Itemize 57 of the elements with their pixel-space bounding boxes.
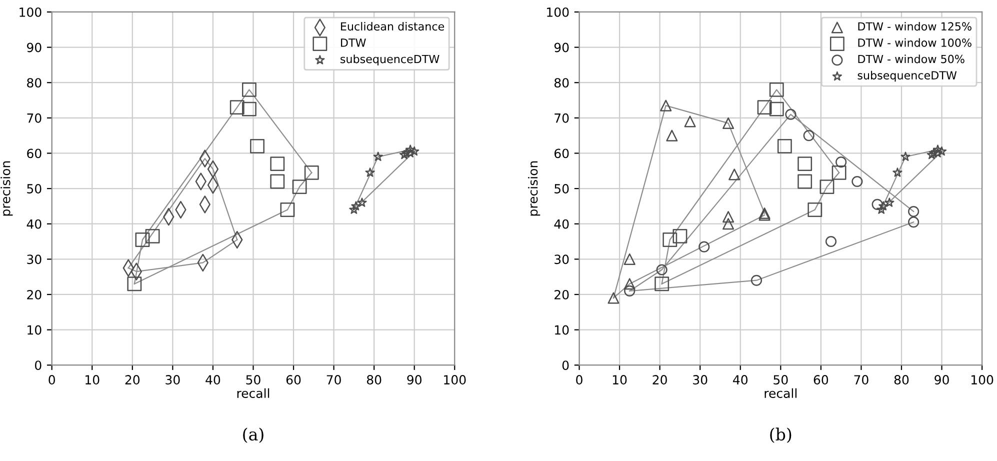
x-tick-label: 80 — [366, 375, 382, 385]
y-tick-label: 70 — [27, 113, 42, 123]
x-tick-label: 10 — [86, 375, 100, 385]
y-tick-label: 40 — [26, 219, 42, 229]
x-tick-label: 70 — [854, 375, 868, 385]
x-tick-label: 20 — [125, 375, 140, 385]
y-tick-label: 40 — [554, 219, 569, 229]
x-tick-label: 60 — [814, 375, 828, 385]
y-tick-label: 10 — [28, 325, 42, 335]
x-tick-label: 40 — [733, 375, 748, 385]
y-tick-label: 80 — [27, 78, 42, 88]
legend-label: subsequenceDTW — [340, 54, 440, 66]
x-tick-label: 70 — [326, 375, 341, 385]
y-tick-label: 50 — [27, 184, 42, 194]
y-tick-label: 100 — [547, 7, 569, 17]
x-tick-label: 90 — [934, 375, 949, 385]
y-tick-label: 100 — [20, 7, 42, 17]
y-axis-title: precision — [528, 161, 540, 216]
legend-label: DTW - window 50% — [858, 54, 964, 64]
x-tick-label: 20 — [652, 375, 667, 385]
y-tick-label: 20 — [27, 290, 42, 300]
x-tick-label: 50 — [774, 375, 788, 385]
y-tick-label: 90 — [27, 42, 42, 52]
x-tick-label: 50 — [246, 375, 260, 385]
y-tick-label: 20 — [554, 290, 569, 300]
text: (a) — [243, 428, 264, 443]
legend-label: Euclidean distance — [341, 22, 444, 31]
y-tick-label: 60 — [27, 148, 42, 158]
x-tick-label: 30 — [693, 375, 708, 385]
legend-label: DTW - window 125% — [858, 22, 972, 31]
legend-label: subsequenceDTW — [858, 70, 957, 82]
x-tick-label: 0 — [48, 375, 55, 385]
x-tick-label: 100 — [444, 375, 466, 385]
y-tick-label: 90 — [554, 42, 569, 52]
y-tick-label: 30 — [554, 254, 569, 264]
y-tick-label: 30 — [27, 254, 42, 264]
y-tick-label: 50 — [554, 184, 569, 194]
x-tick-label: 10 — [612, 375, 627, 385]
legend-label: DTW — [341, 38, 366, 47]
y-tick-label: 60 — [554, 148, 569, 158]
x-tick-label: 0 — [576, 375, 582, 385]
x-axis-title: recall — [237, 388, 270, 398]
legend-label: DTW - window 100% — [858, 38, 972, 47]
text: (b) — [770, 428, 792, 443]
x-tick-label: 30 — [166, 375, 180, 385]
y-tick-label: 0 — [562, 360, 569, 370]
x-tick-label: 60 — [286, 375, 301, 385]
x-axis-title: recall — [764, 388, 796, 398]
y-tick-label: 70 — [554, 113, 569, 123]
x-tick-label: 90 — [407, 375, 422, 385]
x-tick-label: 40 — [206, 375, 220, 385]
x-tick-label: 100 — [971, 375, 994, 385]
y-tick-label: 10 — [555, 325, 569, 335]
y-tick-label: 0 — [34, 360, 42, 370]
y-tick-label: 80 — [554, 78, 569, 88]
y-axis-title: precision — [0, 161, 13, 216]
x-tick-label: 80 — [894, 375, 909, 385]
